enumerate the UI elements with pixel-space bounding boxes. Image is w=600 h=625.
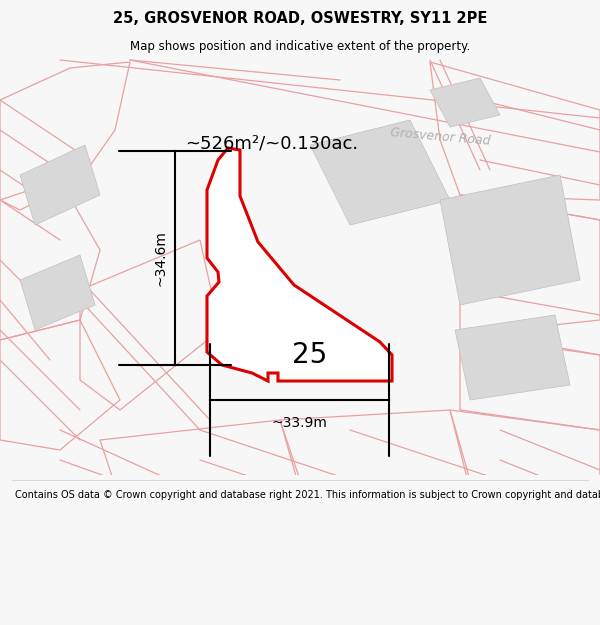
Text: Contains OS data © Crown copyright and database right 2021. This information is : Contains OS data © Crown copyright and d…: [15, 490, 600, 500]
Text: ~33.9m: ~33.9m: [272, 416, 328, 430]
Text: 25, GROSVENOR ROAD, OSWESTRY, SY11 2PE: 25, GROSVENOR ROAD, OSWESTRY, SY11 2PE: [113, 11, 487, 26]
Text: ~34.6m: ~34.6m: [153, 230, 167, 286]
Text: 25: 25: [292, 341, 328, 369]
Text: Grosvenor Road: Grosvenor Road: [390, 126, 491, 148]
Polygon shape: [207, 148, 392, 381]
Polygon shape: [310, 120, 450, 225]
Polygon shape: [440, 175, 580, 305]
Text: Map shows position and indicative extent of the property.: Map shows position and indicative extent…: [130, 39, 470, 52]
Polygon shape: [455, 315, 570, 400]
Polygon shape: [235, 290, 295, 345]
Polygon shape: [20, 255, 95, 330]
Text: ~526m²/~0.130ac.: ~526m²/~0.130ac.: [185, 134, 358, 152]
Polygon shape: [430, 78, 500, 127]
Polygon shape: [20, 145, 100, 225]
